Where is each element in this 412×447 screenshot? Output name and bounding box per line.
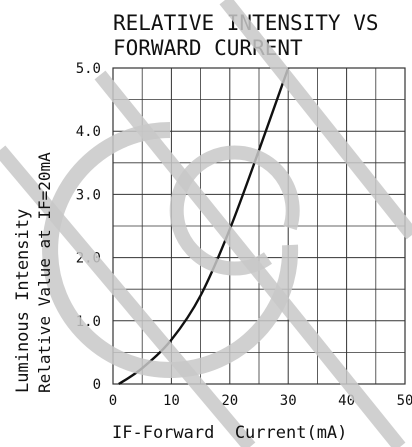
x-tick-label: 30 <box>280 393 297 409</box>
x-tick-labels: 0 10 20 30 40 50 <box>109 393 412 409</box>
x-tick-label: 0 <box>109 393 117 409</box>
x-tick-label: 20 <box>221 393 238 409</box>
y-tick-label: 3.0 <box>76 187 101 203</box>
y-axis-label-line-1: Luminous Intensity <box>13 209 33 393</box>
x-tick-label: 50 <box>397 393 412 409</box>
x-axis-label: IF-Forward Current(mA) <box>112 423 347 443</box>
y-tick-label: 5.0 <box>76 61 101 77</box>
y-tick-label: 0 <box>93 377 101 393</box>
y-tick-label: 4.0 <box>76 124 101 140</box>
y-axis-label-line-2: Relative Value at IF=20mA <box>35 152 54 393</box>
x-tick-label: 10 <box>163 393 180 409</box>
